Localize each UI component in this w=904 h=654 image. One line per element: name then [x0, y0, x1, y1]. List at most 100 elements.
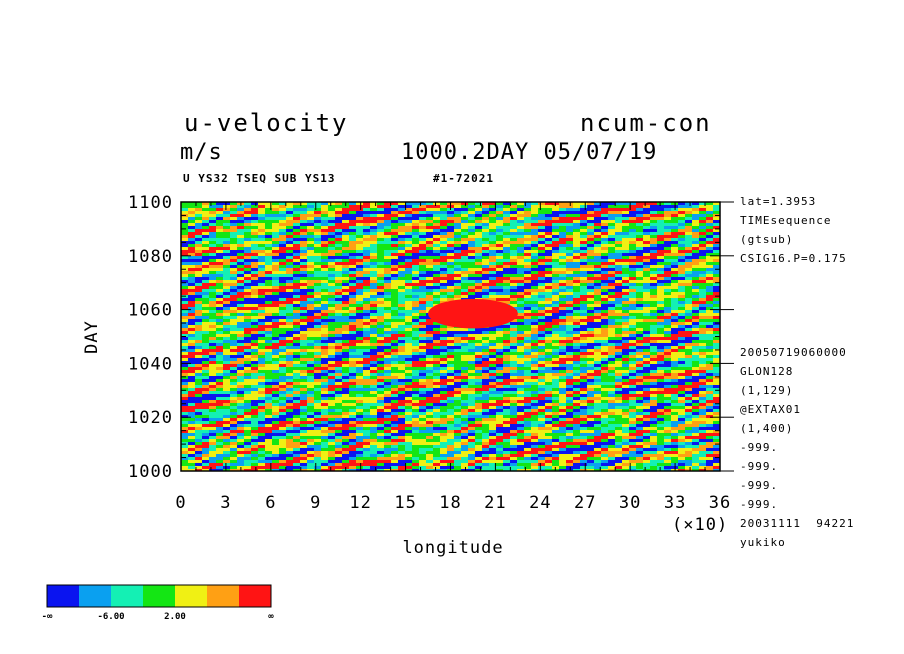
heat-cell [545, 220, 552, 223]
heat-cell [412, 313, 419, 316]
heat-cell [258, 370, 265, 373]
heat-cell [293, 214, 300, 217]
heat-cell [202, 358, 209, 361]
heat-cell [195, 307, 202, 310]
heat-cell [629, 337, 636, 340]
heat-cell [517, 367, 524, 370]
heat-cell [706, 316, 713, 319]
heat-cell [545, 241, 552, 244]
heat-cell [573, 298, 580, 301]
heat-cell [321, 328, 328, 331]
heat-cell [510, 265, 517, 268]
heat-cell [356, 220, 363, 223]
heat-cell [433, 286, 440, 289]
heat-cell [279, 229, 286, 232]
heat-cell [244, 388, 251, 391]
heat-cell [426, 205, 433, 208]
heat-cell [699, 340, 706, 343]
heat-cell [356, 367, 363, 370]
heat-cell [314, 283, 321, 286]
heat-cell [279, 226, 286, 229]
heat-cell [251, 328, 258, 331]
heat-cell [335, 229, 342, 232]
heat-cell [531, 217, 538, 220]
heat-cell [629, 247, 636, 250]
heat-cell [559, 304, 566, 307]
heat-cell [412, 280, 419, 283]
heat-cell [566, 247, 573, 250]
heat-cell [594, 358, 601, 361]
heat-cell [622, 373, 629, 376]
heat-cell [643, 295, 650, 298]
heat-cell [545, 232, 552, 235]
heat-cell [538, 274, 545, 277]
heat-cell [685, 343, 692, 346]
heat-cell [678, 286, 685, 289]
heat-cell [573, 337, 580, 340]
heat-cell [559, 373, 566, 376]
heat-cell [433, 340, 440, 343]
heat-cell [363, 289, 370, 292]
heat-cell [608, 391, 615, 394]
heat-cell [286, 256, 293, 259]
heat-cell [209, 289, 216, 292]
heat-cell [510, 340, 517, 343]
heat-cell [307, 352, 314, 355]
heat-cell [664, 307, 671, 310]
heat-cell [181, 301, 188, 304]
heat-cell [251, 352, 258, 355]
heat-cell [209, 259, 216, 262]
heat-cell [517, 286, 524, 289]
heat-cell [531, 313, 538, 316]
heat-cell [188, 307, 195, 310]
heat-cell [286, 385, 293, 388]
heat-cell [342, 331, 349, 334]
heat-cell [657, 232, 664, 235]
heat-cell [587, 316, 594, 319]
heat-cell [433, 235, 440, 238]
heat-cell [489, 253, 496, 256]
heat-cell [349, 307, 356, 310]
heat-cell [314, 361, 321, 364]
heat-cell [545, 382, 552, 385]
heat-cell [594, 292, 601, 295]
heat-cell [398, 274, 405, 277]
heat-cell [573, 376, 580, 379]
heat-cell [391, 328, 398, 331]
heat-cell [307, 301, 314, 304]
heat-cell [223, 331, 230, 334]
heat-cell [398, 340, 405, 343]
heat-cell [496, 382, 503, 385]
heat-cell [300, 394, 307, 397]
heat-cell [279, 313, 286, 316]
heat-cell [426, 382, 433, 385]
heat-cell [538, 361, 545, 364]
heat-cell [377, 325, 384, 328]
heat-cell [279, 289, 286, 292]
heat-cell [300, 307, 307, 310]
heat-cell [517, 280, 524, 283]
heat-cell [608, 238, 615, 241]
heat-cell [580, 313, 587, 316]
heat-cell [384, 295, 391, 298]
heat-cell [342, 289, 349, 292]
heat-cell [440, 253, 447, 256]
heat-cell [321, 250, 328, 253]
heat-cell [181, 238, 188, 241]
heat-cell [216, 211, 223, 214]
heat-cell [356, 370, 363, 373]
heat-cell [440, 298, 447, 301]
heat-cell [349, 295, 356, 298]
heat-cell [433, 226, 440, 229]
heat-cell [643, 304, 650, 307]
heat-cell [650, 274, 657, 277]
heat-cell [706, 283, 713, 286]
heat-cell [398, 214, 405, 217]
heat-cell [664, 292, 671, 295]
heat-cell [489, 343, 496, 346]
heat-cell [531, 232, 538, 235]
heat-cell [636, 271, 643, 274]
heat-cell [391, 289, 398, 292]
heat-cell [699, 391, 706, 394]
heat-cell [713, 238, 720, 241]
